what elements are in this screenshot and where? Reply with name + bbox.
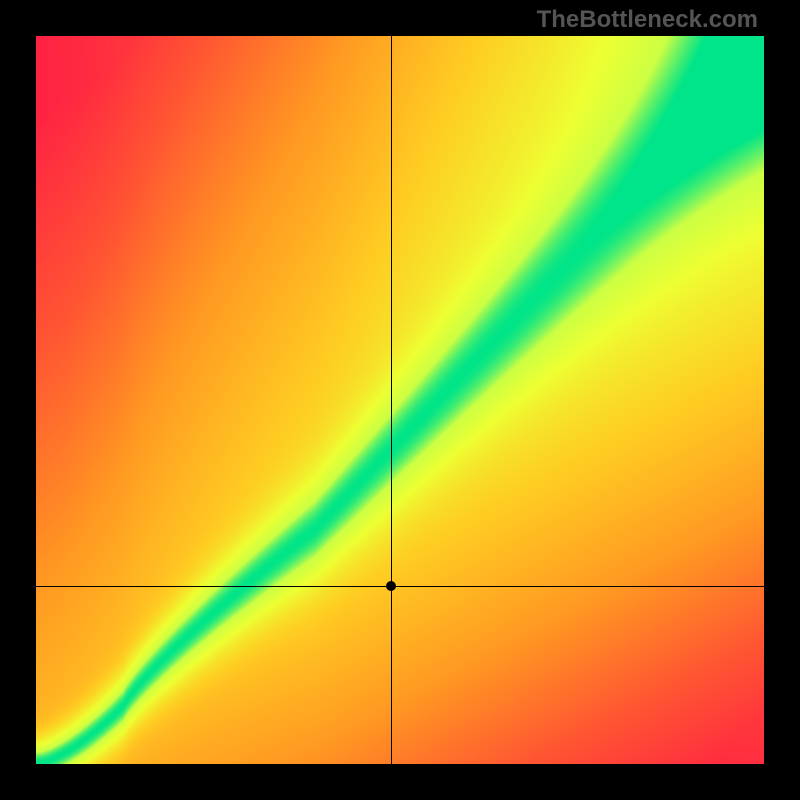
frame-left	[0, 0, 36, 800]
frame-right	[764, 0, 800, 800]
crosshair-vertical	[391, 36, 392, 764]
plot-area	[36, 36, 764, 764]
heatmap-canvas	[36, 36, 764, 764]
crosshair-marker	[386, 581, 396, 591]
frame-bottom	[0, 764, 800, 800]
watermark-text: TheBottleneck.com	[537, 6, 758, 34]
crosshair-horizontal	[36, 586, 764, 587]
